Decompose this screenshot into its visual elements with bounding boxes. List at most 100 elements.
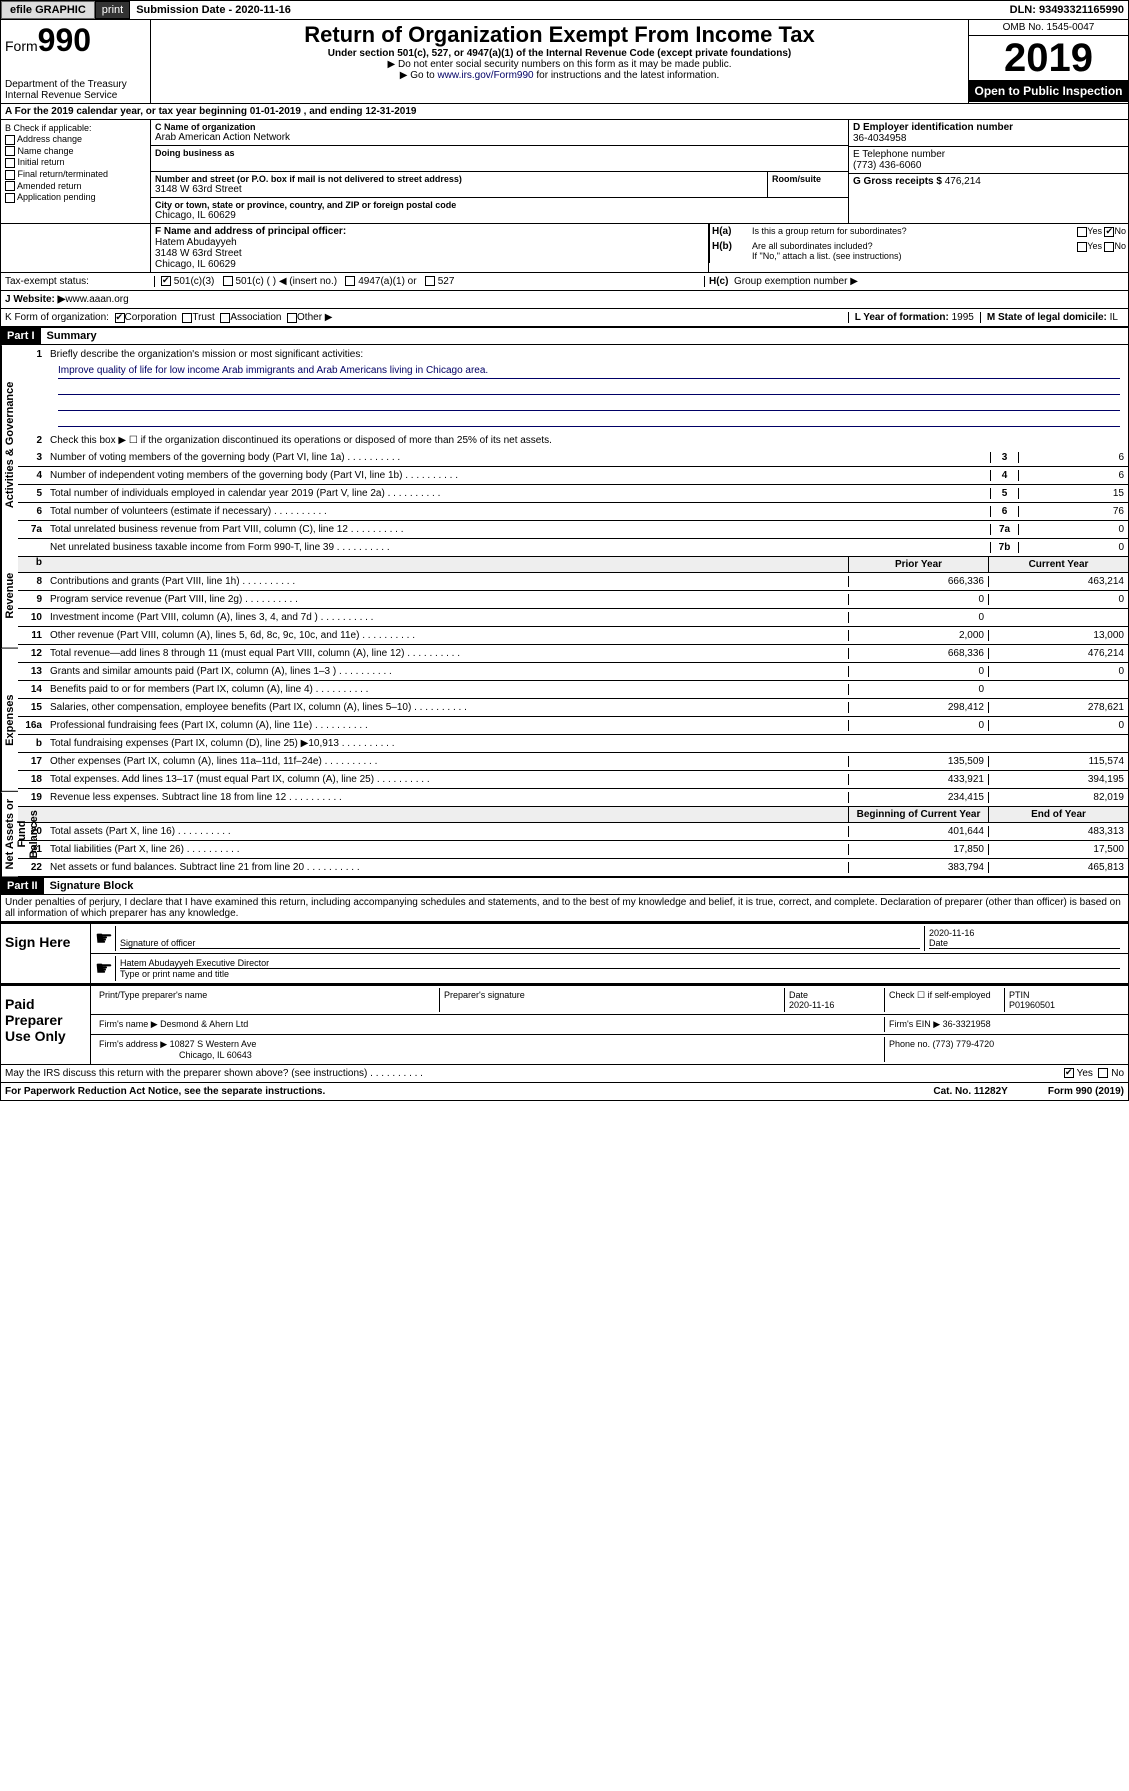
sig-date: 2020-11-16 bbox=[929, 928, 1120, 938]
prep-date: 2020-11-16 bbox=[789, 1000, 834, 1010]
firm-ein: 36-3321958 bbox=[943, 1019, 991, 1029]
ein-value: 36-4034958 bbox=[853, 133, 1124, 144]
chk-application-pending[interactable]: Application pending bbox=[5, 192, 146, 203]
summary-line: 3Number of voting members of the governi… bbox=[18, 449, 1128, 467]
officer-addr1: 3148 W 63rd Street bbox=[155, 248, 704, 259]
summary-line: 5Total number of individuals employed in… bbox=[18, 485, 1128, 503]
part-ii-header: Part IISignature Block bbox=[0, 878, 1129, 895]
form-title: Return of Organization Exempt From Incom… bbox=[157, 22, 962, 48]
chk-amended-return[interactable]: Amended return bbox=[5, 181, 146, 192]
perjury-declaration: Under penalties of perjury, I declare th… bbox=[0, 895, 1129, 922]
officer-typed-name: Hatem Abudayyeh Executive Director bbox=[120, 958, 1120, 969]
chk-4947[interactable] bbox=[345, 276, 355, 286]
summary-line: 11Other revenue (Part VIII, column (A), … bbox=[18, 627, 1128, 645]
chk-name-change[interactable]: Name change bbox=[5, 146, 146, 157]
row-k-org-form: K Form of organization: Corporation Trus… bbox=[0, 309, 1129, 328]
col-b-checkboxes: B Check if applicable: Address change Na… bbox=[1, 120, 151, 223]
website-url[interactable]: www.aaan.org bbox=[65, 294, 128, 305]
summary-line: 14Benefits paid to or for members (Part … bbox=[18, 681, 1128, 699]
hb-text: Are all subordinates included? Yes NoIf … bbox=[750, 239, 1128, 263]
firm-phone: (773) 779-4720 bbox=[933, 1039, 995, 1049]
chk-527[interactable] bbox=[425, 276, 435, 286]
ptin: P01960501 bbox=[1009, 1000, 1055, 1010]
phone-label: E Telephone number bbox=[853, 149, 1124, 160]
summary-line: 6Total number of volunteers (estimate if… bbox=[18, 503, 1128, 521]
hc-text: Group exemption number ▶ bbox=[734, 276, 858, 287]
chk-discuss-yes[interactable] bbox=[1064, 1068, 1074, 1078]
gross-receipts-label: G Gross receipts $ bbox=[853, 176, 945, 187]
summary-line: Net unrelated business taxable income fr… bbox=[18, 539, 1128, 557]
room-label: Room/suite bbox=[772, 174, 844, 184]
self-employed: Check ☐ if self-employed bbox=[884, 988, 1004, 1012]
part-i-body: Activities & Governance Revenue Expenses… bbox=[0, 345, 1129, 878]
chk-discuss-no[interactable] bbox=[1098, 1068, 1108, 1078]
summary-line: 8Contributions and grants (Part VIII, li… bbox=[18, 573, 1128, 591]
street-address: 3148 W 63rd Street bbox=[155, 184, 763, 195]
city-state-zip: Chicago, IL 60629 bbox=[155, 210, 844, 221]
section-b-through-g: B Check if applicable: Address change Na… bbox=[0, 120, 1129, 224]
chk-trust[interactable] bbox=[182, 313, 192, 323]
prep-sig-label: Preparer's signature bbox=[439, 988, 784, 1012]
summary-line: 18Total expenses. Add lines 13–17 (must … bbox=[18, 771, 1128, 789]
print-button[interactable]: print bbox=[95, 1, 130, 19]
summary-line: 10Investment income (Part VIII, column (… bbox=[18, 609, 1128, 627]
part-i-header: Part ISummary bbox=[0, 328, 1129, 345]
summary-line: 17Other expenses (Part IX, column (A), l… bbox=[18, 753, 1128, 771]
chk-other[interactable] bbox=[287, 313, 297, 323]
gross-receipts-value: 476,214 bbox=[945, 176, 981, 187]
year-formation: 1995 bbox=[952, 312, 974, 323]
line2-text: Check this box ▶ ☐ if the organization d… bbox=[46, 433, 1128, 448]
dba-label: Doing business as bbox=[155, 148, 844, 158]
discuss-row: May the IRS discuss this return with the… bbox=[0, 1065, 1129, 1083]
form-header: Form990 Department of the Treasury Inter… bbox=[0, 20, 1129, 104]
mission-text: Improve quality of life for low income A… bbox=[58, 365, 1120, 379]
chk-initial-return[interactable]: Initial return bbox=[5, 157, 146, 168]
top-toolbar: efile GRAPHIC print Submission Date - 20… bbox=[0, 0, 1129, 20]
form-number: Form990 bbox=[5, 22, 146, 59]
form-footer: Form 990 (2019) bbox=[1048, 1086, 1124, 1097]
sign-here-label: Sign Here bbox=[1, 924, 91, 983]
summary-line: 19Revenue less expenses. Subtract line 1… bbox=[18, 789, 1128, 807]
dept-label: Department of the Treasury Internal Reve… bbox=[5, 79, 146, 101]
chk-501c[interactable] bbox=[223, 276, 233, 286]
chk-address-change[interactable]: Address change bbox=[5, 134, 146, 145]
summary-line: bTotal fundraising expenses (Part IX, co… bbox=[18, 735, 1128, 753]
paid-preparer-block: Paid Preparer Use Only Print/Type prepar… bbox=[0, 984, 1129, 1065]
goto-note: ▶ Go to www.irs.gov/Form990 for instruct… bbox=[157, 70, 962, 81]
efile-button[interactable]: efile GRAPHIC bbox=[1, 1, 95, 19]
line1-text: Briefly describe the organization's miss… bbox=[46, 347, 1128, 362]
paid-preparer-label: Paid Preparer Use Only bbox=[1, 986, 91, 1064]
sign-here-block: Sign Here ☛ Signature of officer 2020-11… bbox=[0, 922, 1129, 984]
phone-value: (773) 436-6060 bbox=[853, 160, 1124, 171]
ha-text: Is this a group return for subordinates?… bbox=[750, 224, 1128, 239]
officer-addr2: Chicago, IL 60629 bbox=[155, 259, 704, 270]
org-name: Arab American Action Network bbox=[155, 132, 844, 143]
open-to-public: Open to Public Inspection bbox=[969, 80, 1128, 102]
summary-line: 21Total liabilities (Part X, line 26)17,… bbox=[18, 841, 1128, 859]
footer: For Paperwork Reduction Act Notice, see … bbox=[0, 1083, 1129, 1101]
row-j-website: J Website: ▶ www.aaan.org bbox=[0, 291, 1129, 309]
summary-line: 7aTotal unrelated business revenue from … bbox=[18, 521, 1128, 539]
ein-label: D Employer identification number bbox=[853, 122, 1124, 133]
hdr-beginning: Beginning of Current Year bbox=[848, 807, 988, 822]
addr-label: Number and street (or P.O. box if mail i… bbox=[155, 174, 763, 184]
hdr-end: End of Year bbox=[988, 807, 1128, 822]
hdr-prior-year: Prior Year bbox=[848, 557, 988, 572]
firm-address: 10827 S Western Ave bbox=[170, 1039, 257, 1049]
firm-city: Chicago, IL 60643 bbox=[99, 1050, 252, 1060]
officer-label: F Name and address of principal officer: bbox=[155, 226, 704, 237]
submission-date-label: Submission Date - 2020-11-16 bbox=[130, 4, 297, 16]
dln-label: DLN: 93493321165990 bbox=[1010, 4, 1128, 16]
ssn-note: ▶ Do not enter social security numbers o… bbox=[157, 59, 962, 70]
prep-name-label: Print/Type preparer's name bbox=[95, 988, 439, 1012]
summary-line: 13Grants and similar amounts paid (Part … bbox=[18, 663, 1128, 681]
chk-corporation[interactable] bbox=[115, 313, 125, 323]
chk-association[interactable] bbox=[220, 313, 230, 323]
summary-line: 16aProfessional fundraising fees (Part I… bbox=[18, 717, 1128, 735]
tax-year: 2019 bbox=[969, 36, 1128, 80]
chk-501c3[interactable] bbox=[161, 276, 171, 286]
firm-name: Desmond & Ahern Ltd bbox=[160, 1019, 248, 1029]
chk-final-return[interactable]: Final return/terminated bbox=[5, 169, 146, 180]
section-f-h: F Name and address of principal officer:… bbox=[0, 224, 1129, 273]
irs-link[interactable]: www.irs.gov/Form990 bbox=[437, 70, 533, 81]
